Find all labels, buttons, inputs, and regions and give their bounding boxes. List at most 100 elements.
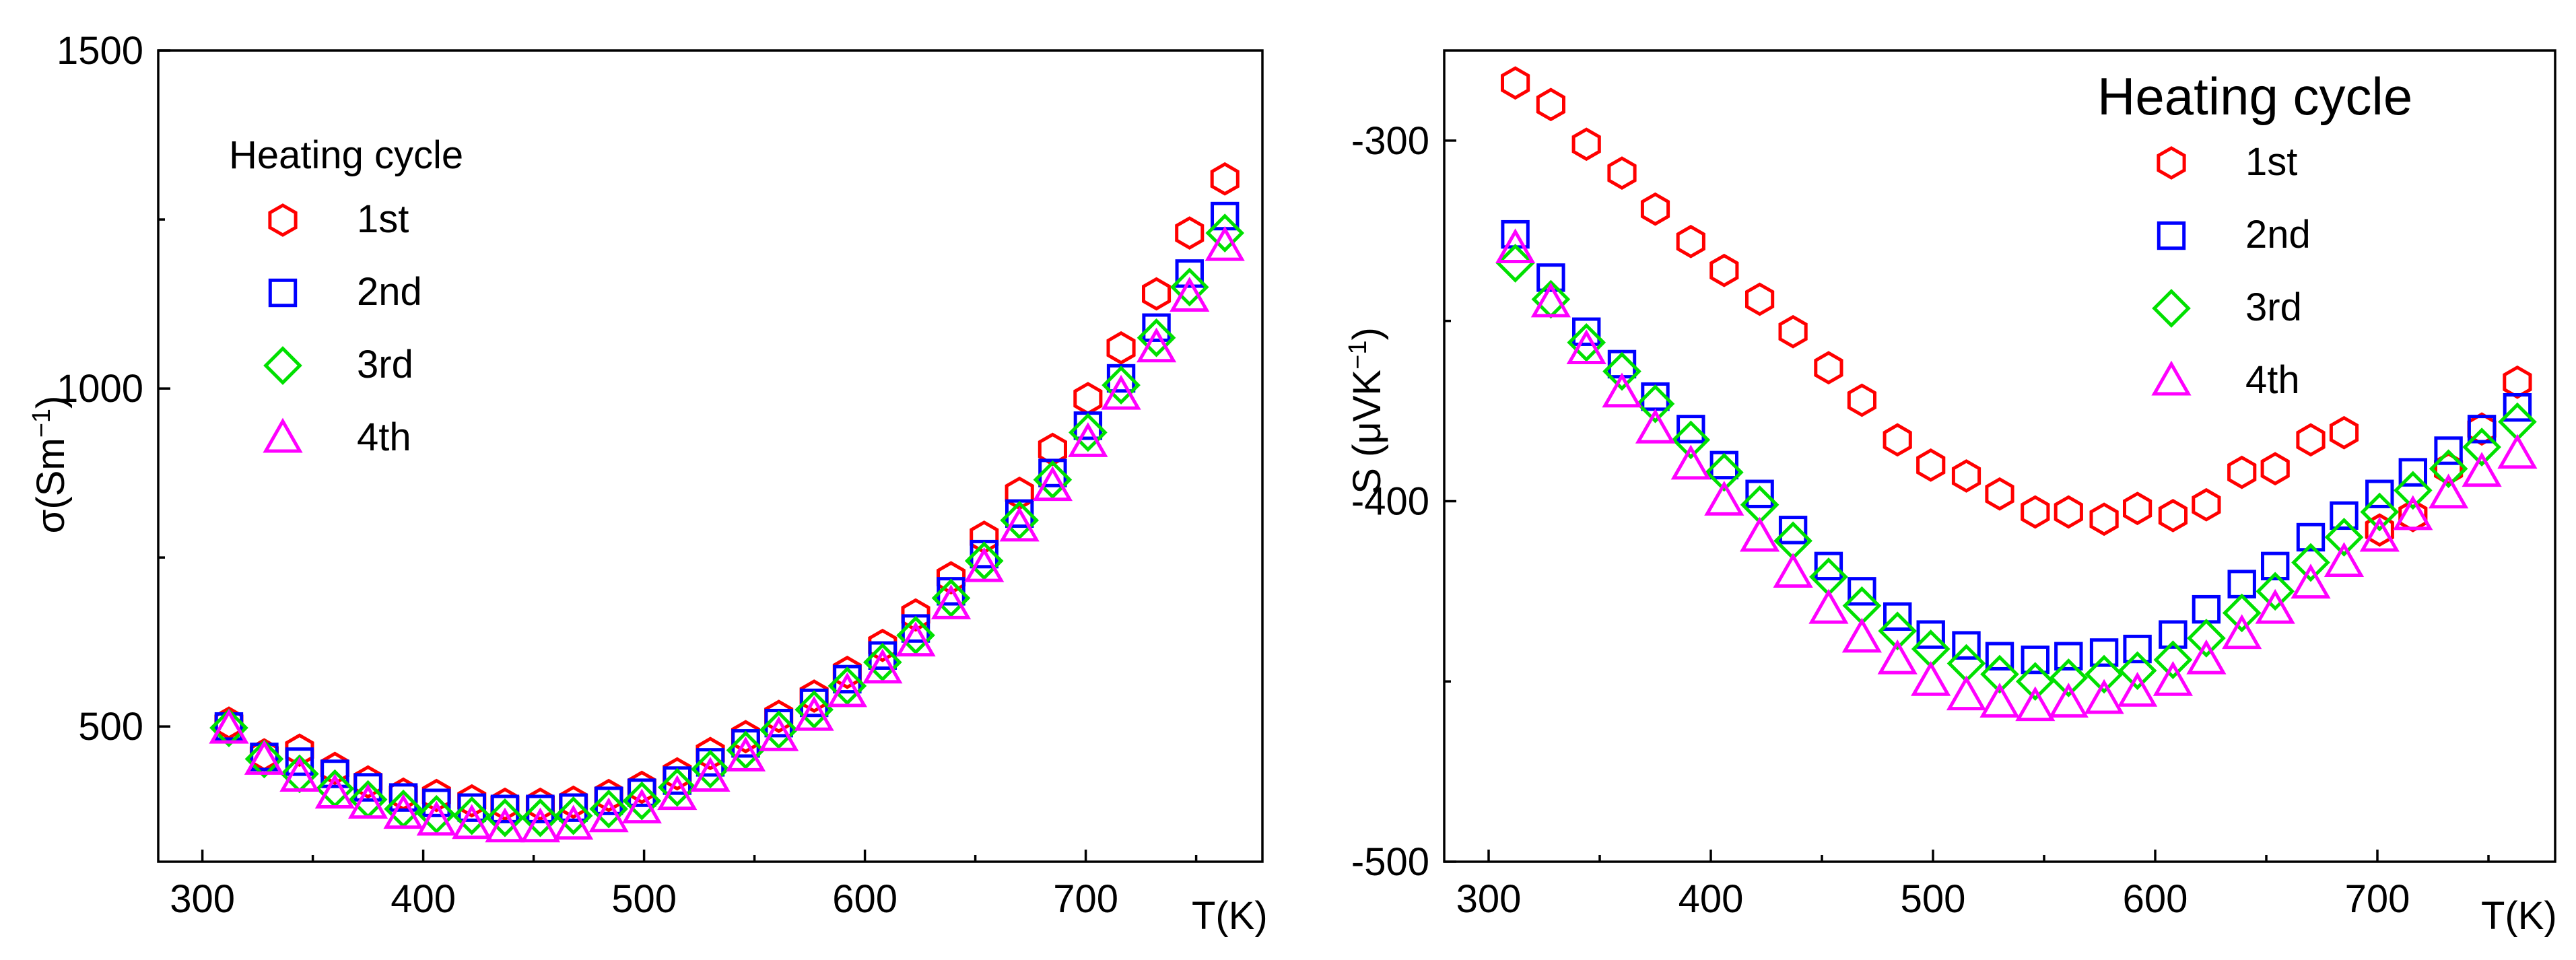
data-point-1st	[1778, 314, 1808, 349]
legend: Heating cycle 1st 2nd 3rd 4th	[2097, 67, 2412, 402]
data-point-3rd	[452, 796, 492, 835]
data-point-4th	[1530, 282, 1571, 318]
data-point-3rd	[2187, 619, 2226, 658]
data-point-1st	[2089, 502, 2119, 537]
data-point-4th	[895, 621, 936, 657]
data-point-2nd	[2503, 393, 2532, 422]
data-point-4th	[2462, 452, 2502, 487]
data-point-4th	[347, 784, 388, 819]
data-point-4th	[2497, 434, 2538, 469]
legend-marker-2nd	[268, 278, 298, 308]
data-point-1st	[1142, 277, 1172, 311]
y-axis-label: S (μVK−1)	[1344, 327, 1389, 494]
data-point-4th	[862, 648, 903, 684]
data-point-4th	[621, 788, 662, 824]
data-point-4th	[520, 807, 561, 843]
data-point-3rd	[759, 710, 799, 750]
data-point-2nd	[422, 788, 451, 817]
data-point-4th	[725, 736, 766, 772]
data-point-4th	[1739, 516, 1780, 552]
data-point-2nd	[2398, 458, 2428, 487]
data-point-1st	[2503, 365, 2532, 399]
data-point-1st	[2192, 487, 2221, 522]
data-point-4th	[1946, 675, 1987, 711]
data-point-4th	[553, 804, 594, 840]
data-point-2nd	[2021, 645, 2050, 675]
data-point-3rd	[209, 708, 248, 748]
data-point-4th	[1032, 466, 1073, 502]
data-point-1st	[1073, 382, 1103, 415]
data-point-1st	[868, 628, 897, 662]
plot-frame	[157, 49, 1264, 863]
legend-marker-2nd	[2157, 221, 2186, 250]
data-point-4th	[930, 584, 972, 619]
x-tick-label: 400	[1679, 877, 1744, 921]
y-tick-label: 1000	[57, 367, 143, 411]
data-point-1st	[627, 770, 656, 804]
data-point-2nd	[457, 793, 486, 822]
data-point-1st	[490, 787, 520, 821]
data-point-2nd	[1883, 602, 1912, 631]
data-point-1st	[2021, 495, 2050, 529]
data-point-4th	[999, 506, 1040, 542]
data-point-2nd	[1142, 313, 1171, 342]
legend: Heating cycle 1st 2nd 3rd 4th	[229, 133, 463, 459]
data-point-1st	[2227, 455, 2257, 489]
data-point-3rd	[964, 541, 1004, 580]
data-point-2nd	[559, 793, 588, 822]
data-point-3rd	[1101, 366, 1141, 405]
data-point-4th	[2222, 614, 2262, 650]
data-point-1st	[2158, 499, 2188, 533]
data-point-1st	[559, 785, 588, 819]
data-point-2nd	[1175, 259, 1204, 288]
data-point-3rd	[657, 767, 697, 807]
data-point-3rd	[1671, 420, 1711, 460]
y-tick-label: 1500	[57, 29, 143, 73]
data-point-2nd	[1814, 551, 1843, 581]
legend-label-2nd: 2nd	[357, 270, 422, 314]
data-point-3rd	[896, 615, 935, 655]
data-point-3rd	[2256, 572, 2295, 611]
data-point-2nd	[2467, 415, 2497, 444]
data-point-4th	[2255, 588, 2295, 624]
legend-title: Heating cycle	[229, 133, 463, 177]
x-tick-label: 500	[611, 877, 677, 921]
data-point-2nd	[388, 783, 418, 812]
data-point-3rd	[589, 789, 628, 829]
data-point-1st	[2054, 495, 2083, 529]
data-point-1st	[663, 757, 692, 791]
data-point-4th	[416, 800, 456, 836]
data-point-4th	[2048, 683, 2089, 718]
data-point-2nd	[1778, 516, 1808, 545]
data-point-3rd	[1033, 460, 1073, 500]
data-point-1st	[2123, 491, 2153, 526]
data-point-4th	[1808, 588, 1849, 624]
data-point-2nd	[2296, 522, 2326, 552]
data-point-1st	[1847, 383, 1876, 417]
data-points	[209, 162, 1245, 843]
data-point-1st	[594, 778, 623, 813]
data-point-1st	[285, 733, 314, 767]
data-point-3rd	[726, 730, 766, 770]
data-point-1st	[1916, 448, 1946, 482]
data-point-3rd	[520, 798, 560, 837]
data-point-1st	[1607, 156, 1637, 190]
data-point-4th	[1495, 228, 1536, 264]
data-point-3rd	[691, 749, 730, 789]
data-point-4th	[794, 695, 834, 731]
data-point-2nd	[2089, 638, 2119, 667]
data-point-4th	[690, 757, 731, 792]
data-point-2nd	[1985, 642, 2014, 671]
data-point-3rd	[2291, 543, 2330, 582]
data-point-1st	[2398, 499, 2428, 533]
legend-marker-1st	[2157, 146, 2186, 180]
y-axis-label: σ(Sm−1)	[28, 396, 73, 534]
data-point-4th	[1068, 422, 1108, 457]
data-point-1st	[1106, 331, 1136, 365]
data-point-4th	[1136, 327, 1177, 363]
data-point-3rd	[1635, 384, 1675, 423]
data-point-3rd	[794, 690, 834, 729]
data-point-4th	[2153, 660, 2194, 696]
data-point-3rd	[2084, 654, 2124, 694]
data-point-1st	[1985, 477, 2014, 511]
